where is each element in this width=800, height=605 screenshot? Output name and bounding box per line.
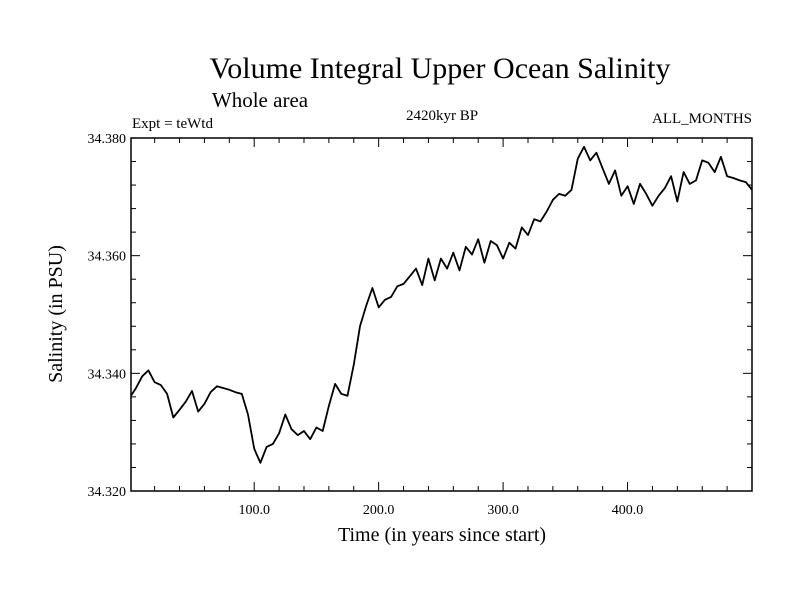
y-tick-label: 34.320 bbox=[88, 485, 127, 500]
y-tick-label: 34.340 bbox=[88, 367, 127, 382]
y-tick-label: 34.360 bbox=[88, 250, 127, 265]
chart-title: Volume Integral Upper Ocean Salinity bbox=[210, 52, 671, 85]
x-tick-label: 300.0 bbox=[487, 503, 519, 518]
plot-frame bbox=[130, 137, 753, 492]
chart-subtitle: Whole area bbox=[212, 88, 309, 112]
experiment-label: Expt = teWtd bbox=[132, 116, 213, 132]
x-tick-label: 400.0 bbox=[612, 503, 644, 518]
x-axis-label: Time (in years since start) bbox=[338, 524, 546, 546]
salinity-series-line bbox=[130, 145, 753, 464]
y-tick-label: 34.380 bbox=[88, 132, 127, 147]
period-label: 2420kyr BP bbox=[406, 108, 478, 124]
months-label: ALL_MONTHS bbox=[652, 111, 752, 127]
y-axis-label: Salinity (in PSU) bbox=[45, 245, 67, 383]
x-axis-ticks: 100.0 200.0 300.0 400.0 bbox=[154, 138, 728, 518]
y-axis-ticks: 34.320 34.340 34.360 34.380 bbox=[88, 132, 752, 500]
x-tick-label: 200.0 bbox=[363, 503, 395, 518]
x-tick-label: 100.0 bbox=[238, 503, 270, 518]
